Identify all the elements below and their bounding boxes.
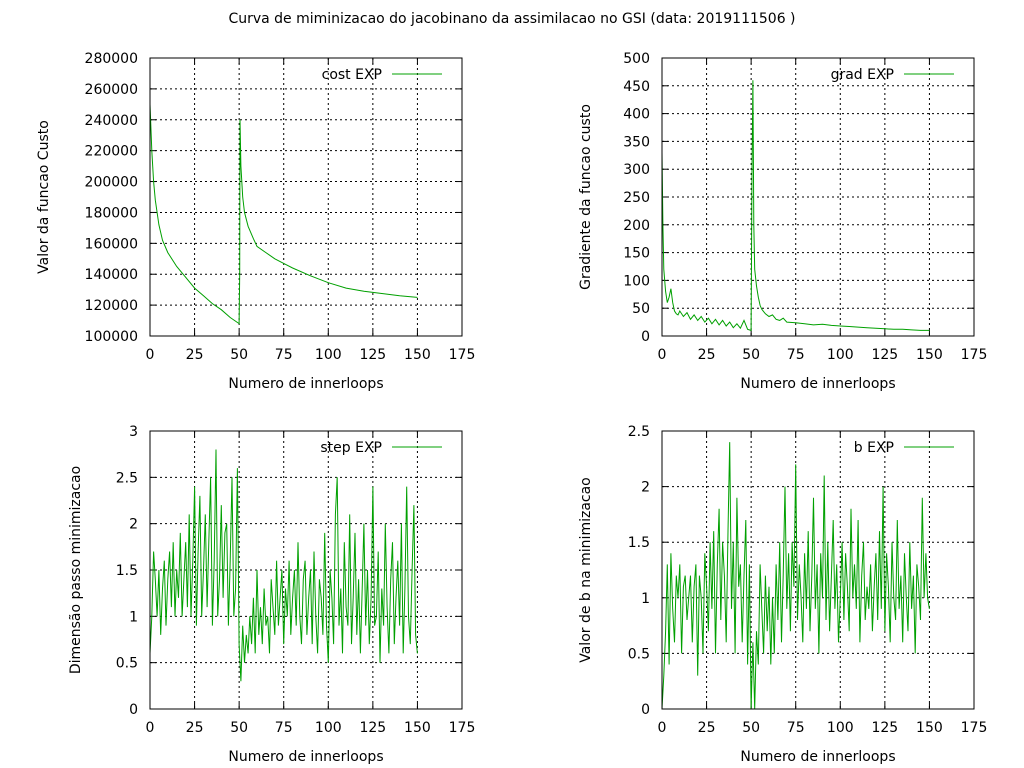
y-tick-label: 200	[623, 218, 650, 234]
x-tick-label: 125	[871, 347, 898, 363]
y-tick-label: 0	[129, 702, 138, 718]
x-tick-label: 75	[787, 347, 805, 363]
y-tick-label: 1	[641, 591, 650, 607]
legend-label: b EXP	[854, 440, 894, 456]
plot-frame	[149, 57, 463, 337]
chart-panel-3: 0 25 50 75 100 125 150 175 0 0.5 1 1.5 2 2.5 3 step EXP…	[68, 424, 475, 765]
x-tick-label: 50	[742, 720, 760, 736]
series-line	[149, 104, 418, 325]
y-tick-label: 200000	[85, 175, 138, 191]
x-tick-label: 50	[230, 720, 248, 736]
y-tick-label: 50	[632, 301, 650, 317]
x-tick-label: 0	[146, 347, 155, 363]
y-tick-label: 1.5	[116, 563, 138, 579]
y-tick-label: 1.5	[628, 535, 650, 551]
y-tick-label: 0.5	[628, 646, 650, 662]
x-tick-label: 50	[230, 347, 248, 363]
x-tick-label: 75	[275, 347, 293, 363]
x-tick-label: 100	[827, 720, 854, 736]
x-tick-label: 25	[698, 720, 716, 736]
y-tick-label: 160000	[85, 236, 138, 252]
x-tick-label: 150	[916, 720, 943, 736]
chart-panel-1: 0 25 50 75 100 125 150 175 100000 120000 140000 160…	[36, 51, 475, 392]
x-tick-label: 75	[787, 720, 805, 736]
plot-frame	[149, 430, 463, 710]
y-tick-label: 150	[623, 246, 650, 262]
x-tick-label: 175	[961, 347, 988, 363]
x-tick-label: 0	[658, 347, 667, 363]
x-axis-label: Numero de innerloops	[740, 749, 895, 765]
x-tick-label: 125	[359, 347, 386, 363]
y-tick-label: 2	[641, 480, 650, 496]
x-tick-label: 150	[404, 720, 431, 736]
plot-frame	[661, 57, 975, 337]
y-tick-label: 250	[623, 190, 650, 206]
plot-frame	[661, 430, 975, 710]
y-tick-label: 400	[623, 107, 650, 123]
x-tick-label: 100	[827, 347, 854, 363]
x-axis-label: Numero de innerloops	[228, 749, 383, 765]
y-axis-label: Valor de b na minimizacao	[578, 477, 594, 663]
x-tick-label: 100	[315, 720, 342, 736]
x-axis-label: Numero de innerloops	[228, 376, 383, 392]
y-axis-label: Gradiente da funcao custo	[578, 104, 594, 290]
x-axis-label: Numero de innerloops	[740, 376, 895, 392]
series-line	[661, 442, 930, 710]
y-tick-label: 100	[623, 273, 650, 289]
x-tick-label: 25	[186, 347, 204, 363]
y-tick-label: 180000	[85, 205, 138, 221]
chart-panel-4: 0 25 50 75 100 125 150 175 0 0.5 1 1.5 2 2.5 b EXP Nume…	[578, 424, 987, 765]
y-tick-label: 140000	[85, 267, 138, 283]
y-tick-label: 2	[129, 517, 138, 533]
x-tick-label: 0	[658, 720, 667, 736]
y-tick-label: 260000	[85, 82, 138, 98]
y-tick-label: 350	[623, 134, 650, 150]
x-tick-label: 175	[449, 720, 476, 736]
x-tick-label: 150	[404, 347, 431, 363]
y-tick-label: 450	[623, 79, 650, 95]
x-tick-label: 125	[871, 720, 898, 736]
series-line	[149, 449, 418, 682]
legend-label: step EXP	[320, 440, 382, 456]
legend-label: grad EXP	[831, 67, 894, 83]
x-tick-label: 50	[742, 347, 760, 363]
x-tick-label: 0	[146, 720, 155, 736]
series-line	[661, 80, 930, 332]
x-tick-label: 25	[698, 347, 716, 363]
y-tick-label: 120000	[85, 298, 138, 314]
y-tick-label: 100000	[85, 329, 138, 345]
y-tick-label: 240000	[85, 113, 138, 129]
y-tick-label: 2.5	[116, 470, 138, 486]
y-tick-label: 2.5	[628, 424, 650, 440]
chart-panel-2: 0 25 50 75 100 125 150 175 0 50 100 150 200 250 300 350…	[578, 51, 987, 392]
y-tick-label: 3	[129, 424, 138, 440]
y-tick-label: 220000	[85, 144, 138, 160]
y-tick-label: 280000	[85, 51, 138, 67]
y-tick-label: 0	[641, 329, 650, 345]
legend-label: cost EXP	[322, 67, 382, 83]
x-tick-label: 75	[275, 720, 293, 736]
x-tick-label: 175	[961, 720, 988, 736]
y-tick-label: 0.5	[116, 656, 138, 672]
page-title: Curva de miminizacao do jacobinano da as…	[228, 11, 795, 27]
y-tick-label: 1	[129, 609, 138, 625]
y-axis-label: Dimensão passo minimizacao	[68, 466, 84, 674]
y-tick-label: 500	[623, 51, 650, 67]
x-tick-label: 100	[315, 347, 342, 363]
y-tick-label: 0	[641, 702, 650, 718]
x-tick-label: 25	[186, 720, 204, 736]
y-axis-label: Valor da funcao Custo	[36, 120, 52, 274]
x-tick-label: 150	[916, 347, 943, 363]
x-tick-label: 175	[449, 347, 476, 363]
x-tick-label: 125	[359, 720, 386, 736]
y-tick-label: 300	[623, 162, 650, 178]
